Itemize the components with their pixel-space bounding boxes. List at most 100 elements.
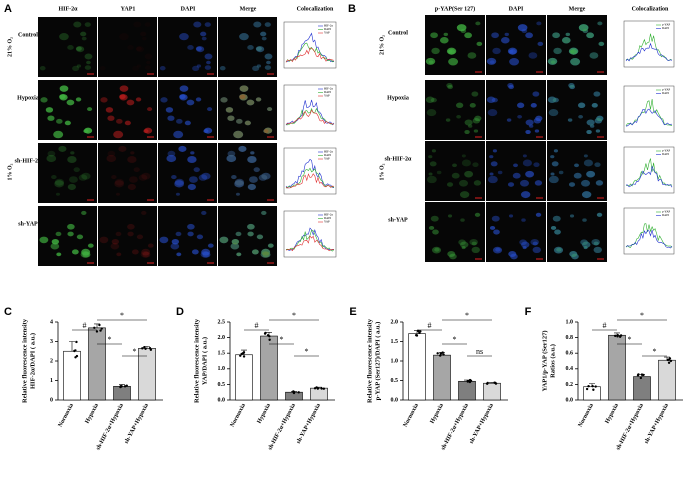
cell-signal	[184, 120, 191, 126]
cell-signal	[553, 149, 559, 153]
cell-signal	[132, 66, 139, 71]
cell-signal	[159, 66, 166, 71]
cell-signal	[580, 239, 588, 246]
cell-signal	[448, 58, 459, 66]
cell-signal	[235, 231, 242, 237]
cell-signal	[445, 118, 451, 122]
y-tick-label: 1.5	[218, 351, 226, 357]
cell-signal	[590, 124, 595, 128]
cell-signal	[597, 21, 603, 26]
cell-signal	[573, 172, 582, 179]
cell-signal	[266, 60, 271, 65]
cell-signal	[593, 246, 602, 254]
cell-signal	[239, 85, 249, 92]
cell-signal	[130, 151, 135, 155]
cell-signal	[247, 183, 256, 191]
cell-signal	[570, 49, 575, 54]
cell-signal	[537, 41, 544, 46]
cell-signal	[250, 151, 255, 155]
cell-signal	[195, 46, 202, 51]
data-point	[268, 335, 271, 338]
cell-signal	[171, 239, 179, 245]
label: YAP1	[121, 6, 136, 12]
cell-signal	[87, 243, 94, 248]
cell-signal	[84, 127, 93, 134]
cell-signal	[160, 97, 168, 103]
label: p-YAP(Ser 127)	[435, 5, 475, 12]
label: Hypoxia	[387, 95, 409, 101]
cell-signal	[446, 83, 453, 88]
cell-signal	[131, 249, 139, 255]
data-point	[592, 388, 595, 391]
cell-signal	[235, 231, 242, 237]
cell-signal	[207, 243, 214, 248]
cell-signal	[586, 119, 595, 126]
y-tick-label: 1.0	[566, 319, 574, 325]
x-tick-label: sh-YAP+Hypoxia	[296, 403, 322, 445]
cell-signal	[59, 94, 66, 100]
cell-signal	[597, 21, 603, 26]
y-tick-label: 0.6	[566, 351, 574, 357]
cell-signal	[532, 246, 541, 254]
label: sh-HIF-2α	[385, 156, 412, 162]
cell-signal	[73, 21, 82, 28]
cell-signal	[219, 236, 229, 244]
cell-signal	[261, 210, 267, 215]
cell-signal	[39, 66, 46, 71]
cell-signal	[256, 46, 265, 53]
cell-signal	[522, 154, 527, 158]
cell-signal	[234, 180, 245, 188]
cell-signal	[126, 99, 135, 106]
cell-signal	[189, 176, 198, 183]
data-point	[141, 347, 144, 350]
label: Colocalization	[632, 6, 669, 12]
cell-signal	[133, 167, 140, 173]
cell-signal	[239, 94, 248, 101]
data-point	[268, 338, 271, 341]
x-tick-label: sh-YAP+Hypoxia	[644, 403, 670, 445]
bar	[633, 376, 651, 401]
data-point	[75, 340, 78, 344]
sig-label: #	[255, 321, 259, 330]
cell-signal	[64, 120, 71, 126]
cell-signal	[50, 243, 60, 250]
cell-signal	[507, 182, 515, 187]
cell-signal	[255, 97, 262, 102]
cell-signal	[261, 248, 271, 256]
legend-label: DAPI	[662, 91, 669, 95]
cell-signal	[547, 57, 558, 65]
cell-signal	[455, 102, 464, 109]
cell-signal	[473, 129, 479, 133]
cell-signal	[264, 22, 271, 27]
label: Control	[18, 32, 38, 38]
cell-signal	[253, 21, 262, 28]
x-tick-label: sh-YAP+Hypoxia	[124, 403, 150, 445]
coloc-trace	[626, 165, 673, 188]
micrograph	[218, 17, 277, 77]
y-tick-label: 0.0	[218, 397, 226, 403]
cell-signal	[75, 97, 82, 102]
cell-signal	[530, 238, 539, 246]
cell-signal	[261, 210, 267, 215]
cell-signal	[236, 252, 242, 257]
cell-signal	[593, 91, 601, 97]
cell-signal	[70, 151, 75, 155]
cell-signal	[54, 178, 65, 186]
legend-label: HIF-2α	[324, 213, 333, 217]
data-point	[143, 345, 146, 349]
micrograph	[425, 202, 485, 262]
cell-signal	[596, 212, 603, 217]
cell-signal	[247, 231, 254, 237]
data-point	[438, 354, 442, 357]
cell-signal	[266, 61, 271, 65]
cell-signal	[107, 115, 115, 121]
cell-signal	[428, 172, 433, 176]
cell-signal	[476, 41, 483, 46]
legend-label: DAPI	[324, 27, 331, 31]
cell-signal	[461, 246, 466, 250]
cell-signal	[550, 172, 555, 176]
cell-signal	[492, 47, 501, 55]
cell-signal	[595, 180, 604, 186]
cell-signal	[58, 145, 67, 152]
sig-label: *	[280, 335, 284, 344]
